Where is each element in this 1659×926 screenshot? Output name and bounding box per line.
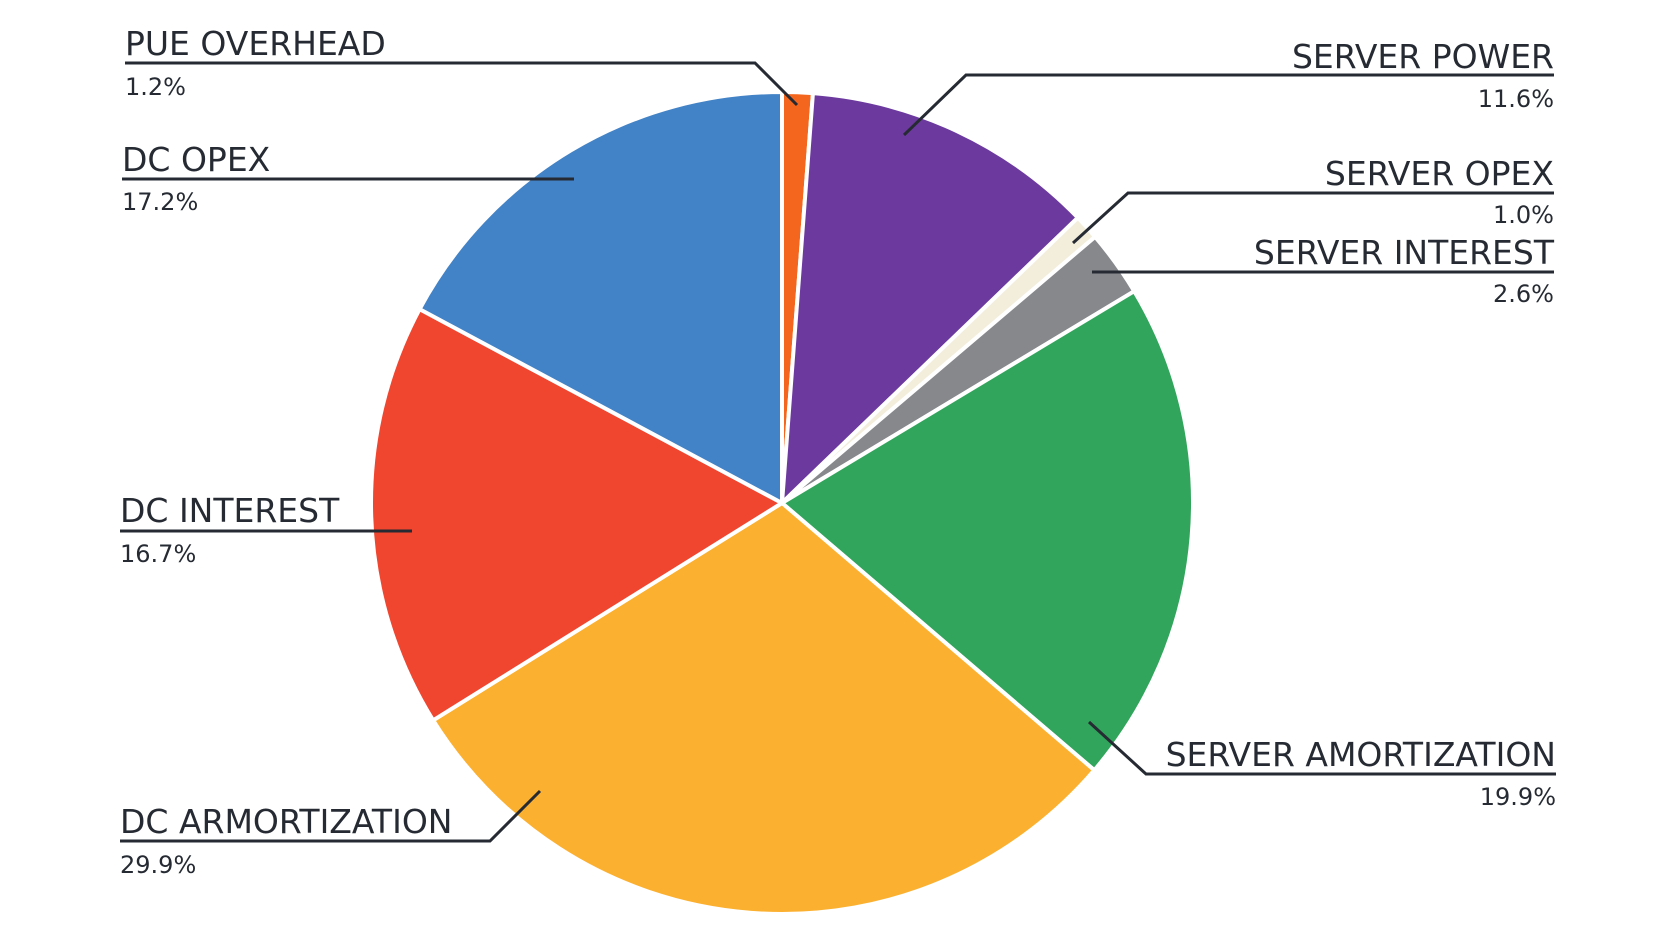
slice-label: DC OPEX	[122, 140, 270, 179]
slice-labels: PUE OVERHEAD 1.2% SERVER POWER 11.6% SERVER …	[120, 24, 1556, 879]
leader-line	[1071, 191, 1554, 245]
pie-slice-server-power	[780, 91, 1080, 505]
leader-line	[1087, 720, 1556, 776]
pie-slice-dc-interest	[369, 307, 784, 723]
pie-slice-dc-opex	[417, 90, 784, 505]
slice-label: SERVER INTEREST	[1254, 233, 1555, 272]
leader-lines	[120, 61, 1556, 843]
leader-line	[120, 789, 542, 843]
slice-value-label: 1.0%	[1493, 201, 1554, 229]
pie-slice-server-amortization	[780, 289, 1195, 773]
slice-value-label: 16.7%	[120, 540, 196, 568]
slice-value-label: 1.2%	[125, 73, 186, 101]
slice-label: SERVER AMORTIZATION	[1166, 735, 1556, 774]
leader-line	[902, 73, 1554, 137]
slice-value-label: 11.6%	[1478, 85, 1554, 113]
slice-label: DC ARMORTIZATION	[120, 802, 452, 841]
slice-value-label: 29.9%	[120, 851, 196, 879]
slice-value-label: 17.2%	[122, 188, 198, 216]
slice-label: SERVER POWER	[1292, 37, 1554, 76]
slice-value-label: 19.9%	[1480, 783, 1556, 811]
slice-value-label: 2.6%	[1493, 280, 1554, 308]
pie-slice-dc-armortization	[431, 501, 1097, 916]
slice-label: DC INTEREST	[120, 491, 340, 530]
slice-label: PUE OVERHEAD	[125, 24, 386, 63]
pie-slices	[369, 90, 1195, 916]
slice-label: SERVER OPEX	[1325, 154, 1554, 193]
leader-line	[125, 61, 799, 107]
